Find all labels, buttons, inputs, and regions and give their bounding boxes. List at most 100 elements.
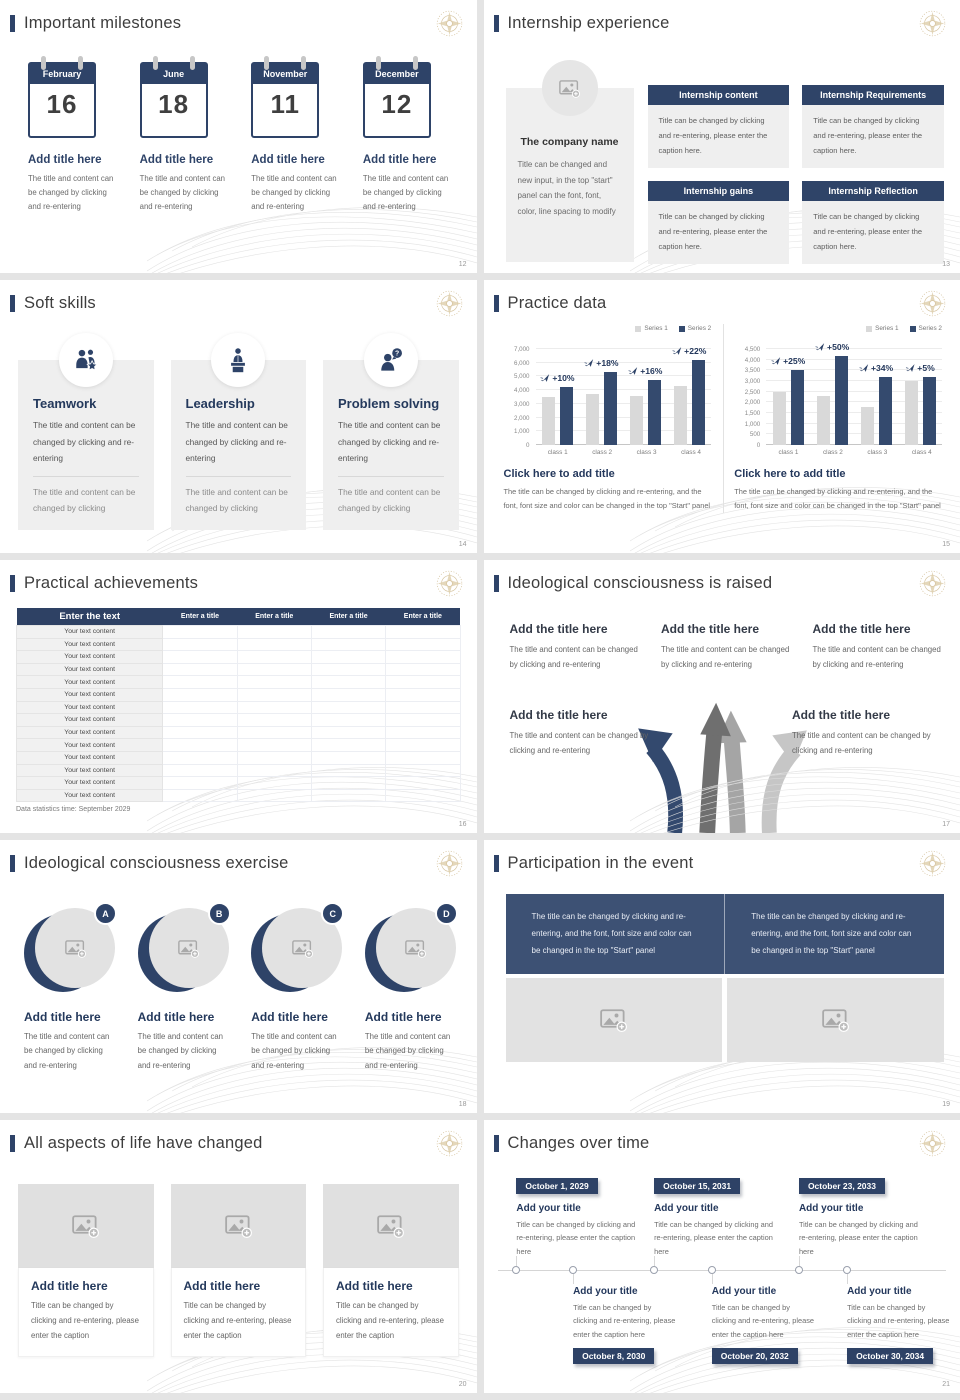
date-badge: October 30, 2034 — [847, 1347, 934, 1364]
card-body: Add title here Title can be changed by c… — [323, 1268, 459, 1358]
item-title: Add title here — [24, 1010, 101, 1024]
calendar-icon: June 18 — [139, 56, 208, 138]
timeline-item-bottom: Add your title Title can be changed by c… — [711, 1286, 814, 1364]
date-badge: October 1, 2029 — [516, 1178, 598, 1194]
slide-practice-data[interactable]: Practice data Series 1 Series 2 0 1,000 2,0… — [483, 280, 960, 553]
table-cell — [162, 750, 238, 765]
slide-ideology-exercise[interactable]: Ideological consciousness exercise A Add… — [0, 840, 477, 1113]
growth-arrow-icon — [905, 363, 915, 373]
box-header: Internship Requirements — [802, 85, 944, 105]
card-body: Add title here Title can be changed by c… — [18, 1268, 154, 1358]
page-number: 12 — [458, 261, 467, 268]
slide-header: Internship experience — [493, 14, 670, 33]
item-title: Add your title — [798, 1203, 864, 1214]
item-title: Add title here — [139, 154, 214, 166]
icon-circle — [58, 333, 113, 387]
life-card: Add title here Title can be changed by c… — [323, 1184, 459, 1358]
title-accent-bar — [10, 1135, 15, 1152]
timeline-connector — [573, 1274, 575, 1284]
circle-graphic: B — [137, 902, 231, 996]
table-cell — [236, 662, 312, 677]
slide-soft-skills[interactable]: Soft skills Teamwork The title and conte… — [0, 280, 477, 553]
text-block: Add the title here The title and content… — [661, 622, 791, 672]
image-placeholder[interactable] — [18, 1184, 154, 1268]
slide-internship-experience[interactable]: Internship experience The company name T… — [483, 0, 960, 273]
bar-series-2-class-2 — [603, 372, 617, 445]
slide-participation[interactable]: Participation in the event The title can… — [483, 840, 960, 1113]
legend-item: Series 1 — [635, 325, 668, 332]
chart-plot: 0 500 1,000 1,500 2,000 2,500 3,000 3,500 4,000 4… — [745, 342, 942, 449]
table-cell — [310, 788, 387, 803]
y-tick-label: 4,500 — [744, 346, 761, 353]
table-row: Your text content — [15, 637, 461, 652]
gridline — [766, 433, 942, 435]
bar-series-1-class-3 — [860, 406, 874, 445]
calendar-pin — [264, 56, 270, 70]
table-header-row: Enter the text Enter a title Enter a tit… — [16, 608, 460, 626]
bar-chart-left: Series 1 Series 2 0 1,000 2,000 3,000 4,000 5,… — [494, 324, 724, 513]
bar-series-1-class-4 — [904, 381, 918, 445]
slide-practical-achievements[interactable]: Practical achievements Enter the text En… — [0, 560, 477, 833]
add-image-icon — [72, 1214, 99, 1238]
gridline — [535, 375, 712, 377]
item-title: Add your title — [654, 1203, 719, 1214]
slide-life-changed[interactable]: All aspects of life have changed Add tit… — [0, 1120, 477, 1393]
table-footnote: Data statistics time: September 2029 — [16, 806, 131, 814]
page-number: 13 — [942, 261, 950, 268]
growth-label: +50% — [815, 342, 849, 352]
gold-emblem-logo — [435, 9, 464, 38]
slide-ideology-raised[interactable]: Ideological consciousness is raised Add … — [483, 560, 960, 833]
y-tick-label: 1,000 — [744, 420, 761, 428]
table-cell — [162, 675, 238, 689]
table-cell — [385, 738, 461, 752]
item-caption: Title can be changed by clicking and re-… — [847, 1303, 950, 1339]
table-cell — [162, 763, 238, 778]
x-tick-label: class 1 — [778, 449, 799, 456]
image-placeholder[interactable] — [170, 1184, 306, 1268]
x-tick-label: class 2 — [822, 449, 843, 456]
skill-title: Teamwork — [33, 396, 97, 411]
y-tick-label: 1,500 — [744, 410, 761, 417]
box-body: Title can be changed by clicking and re-… — [647, 105, 790, 168]
item-title: Add title here — [251, 1010, 328, 1024]
date-badge: October 20, 2032 — [711, 1347, 798, 1364]
x-tick-label: class 4 — [911, 449, 932, 456]
image-placeholder[interactable] — [727, 978, 944, 1062]
block-title: Add the title here — [509, 622, 608, 636]
table-cell — [385, 763, 461, 778]
gridline — [535, 348, 712, 349]
circle-graphic: C — [251, 902, 345, 996]
table-row: Your text content — [15, 776, 461, 790]
page-number: 14 — [458, 541, 467, 548]
image-placeholder[interactable] — [541, 60, 598, 116]
table-cell — [236, 675, 312, 689]
growth-label: +25% — [771, 356, 805, 366]
item-caption: The title and content can be changed by … — [139, 174, 226, 212]
table-cell — [162, 662, 238, 677]
table-cell — [162, 713, 238, 727]
x-tick-label: class 2 — [592, 449, 613, 456]
skills-cards: Teamwork The title and content can be ch… — [18, 333, 459, 531]
skill-footer: The title and content can be changed by … — [185, 486, 288, 513]
image-placeholder[interactable] — [505, 978, 723, 1062]
slide-header: Participation in the event — [493, 854, 694, 873]
timeline-axis — [497, 1270, 946, 1271]
block-title: Add the title here — [792, 708, 891, 722]
table-cell — [236, 763, 312, 778]
slide-important-milestones[interactable]: Important milestones February 16 Add tit… — [0, 0, 477, 273]
title-accent-bar — [10, 15, 15, 32]
gridline — [766, 380, 942, 381]
table-cell — [310, 637, 387, 652]
calendar-icon: November 11 — [251, 56, 320, 138]
skill-title: Problem solving — [338, 396, 440, 411]
bar-series-1-class-2 — [816, 395, 830, 445]
item-title: Add your title — [847, 1286, 912, 1297]
image-placeholder[interactable] — [323, 1184, 459, 1268]
page-title: Ideological consciousness is raised — [507, 574, 773, 592]
growth-label: +16% — [628, 366, 662, 376]
table-row: Your text content — [15, 750, 461, 765]
growth-label: +18% — [584, 358, 619, 368]
bar-series-2-class-1 — [559, 387, 573, 445]
slide-changes-over-time[interactable]: Changes over time October 1, 2029 Add yo… — [483, 1120, 960, 1393]
page-title: Internship experience — [507, 14, 670, 32]
